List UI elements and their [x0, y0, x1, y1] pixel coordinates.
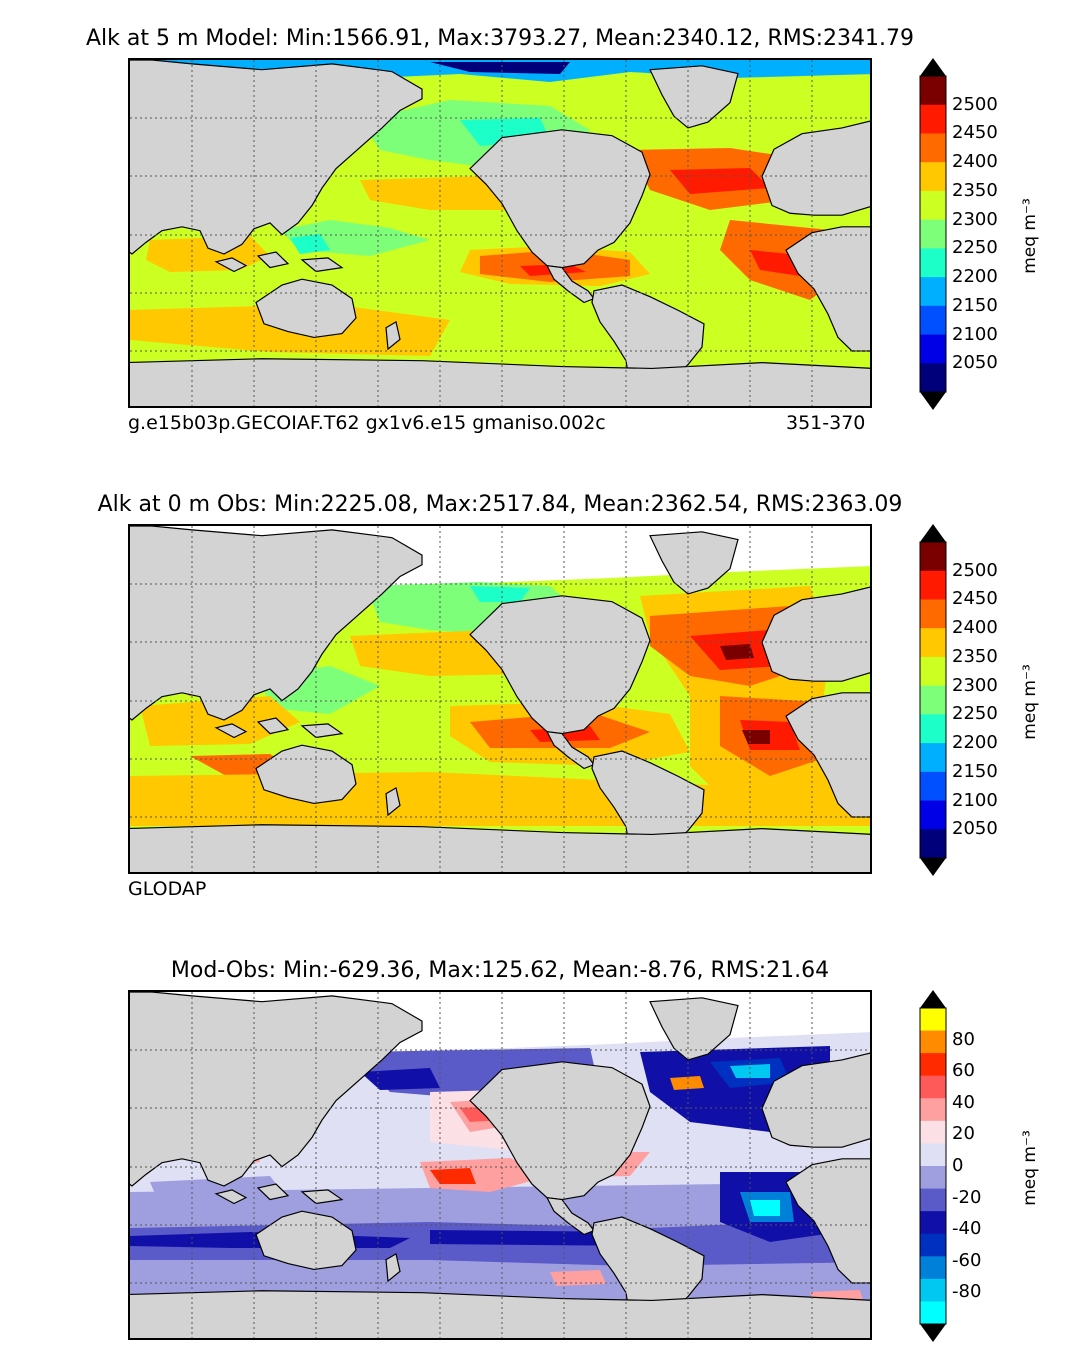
colorbar-tick-label: -20 [952, 1186, 982, 1208]
colorbar-segment [920, 76, 946, 106]
colorbar-tick-label: 2500 [952, 93, 998, 115]
colorbar-extend-min [920, 858, 946, 876]
colorbar-tick-label: 2050 [952, 818, 998, 840]
colorbar-tick-label: 2150 [952, 294, 998, 316]
colorbar-segment [920, 1075, 946, 1099]
colorbar-segment [920, 277, 946, 307]
colorbar-segment [920, 570, 946, 600]
colorbar-segment [920, 133, 946, 163]
colorbar-segment [920, 1008, 946, 1032]
colorbar-segment [920, 1166, 946, 1190]
colorbar-segment [920, 363, 946, 393]
colorbar-extend-max [920, 58, 946, 76]
colorbar-tick-label: 2400 [952, 151, 998, 173]
obs-map [128, 524, 872, 874]
colorbar-tick-label: 2350 [952, 645, 998, 667]
colorbar-segment [920, 628, 946, 658]
colorbar-segment [920, 599, 946, 629]
colorbar-segment [920, 1211, 946, 1235]
colorbar-tick-label: 2250 [952, 703, 998, 725]
colorbar-segment [920, 656, 946, 687]
colorbar-tick-label: 0 [952, 1155, 964, 1176]
colorbar-tick-label: 2200 [952, 732, 998, 754]
colorbar-tick-label: 2300 [952, 674, 998, 696]
colorbar-segment [920, 219, 946, 249]
colorbar-segment [920, 305, 946, 336]
model-map [128, 58, 872, 408]
colorbar-tick-label: -60 [952, 1249, 982, 1271]
colorbar-segment [920, 1053, 946, 1077]
model-title: Alk at 5 m Model: Min:1566.91, Max:3793.… [85, 26, 915, 51]
model-colorbar [919, 58, 947, 410]
colorbar-tick-label: 2500 [952, 559, 998, 581]
colorbar-tick-label: 2200 [952, 266, 998, 288]
colorbar-segment [920, 771, 946, 802]
colorbar-tick-label: 2350 [952, 179, 998, 201]
colorbar-segment [920, 1030, 946, 1054]
colorbar-segment [920, 714, 946, 744]
colorbar-tick-label: 2100 [952, 789, 998, 811]
colorbar-tick-label: -40 [952, 1218, 982, 1240]
colorbar-segment [920, 248, 946, 278]
colorbar-segment [920, 162, 946, 192]
colorbar-segment [920, 685, 946, 715]
colorbar-tick-label: 60 [952, 1060, 975, 1082]
colorbar-segment [920, 743, 946, 773]
obs-title: Alk at 0 m Obs: Min:2225.08, Max:2517.84… [97, 492, 903, 517]
diff-title: Mod-Obs: Min:-629.36, Max:125.62, Mean:-… [170, 958, 830, 983]
colorbar-tick-label: 2150 [952, 760, 998, 782]
obs-colorbar [919, 524, 947, 876]
colorbar-segment [920, 1143, 946, 1167]
model-caption-right: 351-370 [786, 412, 866, 434]
colorbar-extend-max [920, 524, 946, 542]
colorbar-tick-label: 2100 [952, 323, 998, 345]
diff-colorbar [919, 990, 947, 1342]
colorbar-segment [920, 1256, 946, 1280]
colorbar-segment [920, 104, 946, 134]
diff-colorbar-label: meq m⁻³ [1020, 1130, 1040, 1206]
colorbar-segment [920, 1098, 946, 1122]
colorbar-segment [920, 1301, 946, 1325]
colorbar-tick-label: 20 [952, 1123, 975, 1145]
colorbar-extend-min [920, 1324, 946, 1342]
obs-caption-left: GLODAP [128, 878, 207, 900]
colorbar-segment [920, 800, 946, 830]
colorbar-tick-label: 40 [952, 1091, 975, 1113]
colorbar-tick-label: 2450 [952, 588, 998, 610]
colorbar-segment [920, 829, 946, 859]
model-caption-left: g.e15b03p.GECOIAF.T62 gx1v6.e15 gmaniso.… [128, 412, 606, 434]
colorbar-extend-max [920, 990, 946, 1008]
colorbar-segment [920, 1233, 946, 1257]
colorbar-segment [920, 190, 946, 221]
colorbar-extend-min [920, 392, 946, 410]
colorbar-segment [920, 542, 946, 572]
colorbar-segment [920, 1120, 946, 1144]
colorbar-tick-label: 2250 [952, 237, 998, 259]
colorbar-tick-label: 80 [952, 1028, 975, 1050]
colorbar-tick-label: -80 [952, 1281, 982, 1303]
obs-colorbar-label: meq m⁻³ [1020, 664, 1040, 740]
colorbar-tick-label: 2400 [952, 617, 998, 639]
model-colorbar-label: meq m⁻³ [1020, 198, 1040, 274]
colorbar-tick-label: 2450 [952, 122, 998, 144]
colorbar-tick-label: 2050 [952, 352, 998, 374]
colorbar-segment [920, 334, 946, 364]
diff-map [128, 990, 872, 1340]
colorbar-segment [920, 1188, 946, 1212]
colorbar-segment [920, 1278, 946, 1302]
colorbar-tick-label: 2300 [952, 208, 998, 230]
